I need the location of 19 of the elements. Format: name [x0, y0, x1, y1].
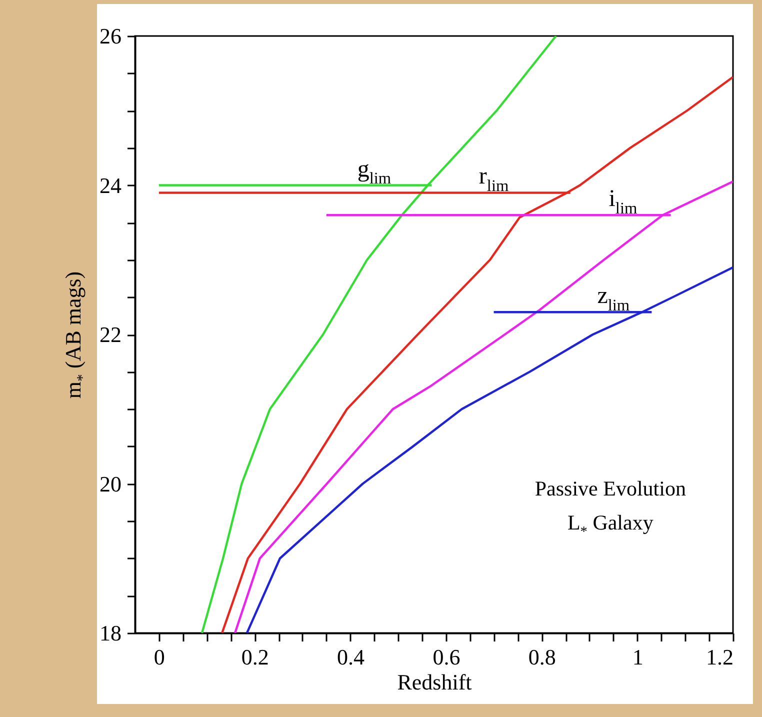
annotation: g$_{lim}$: [357, 156, 392, 188]
y-tick-label: 24: [100, 172, 122, 198]
x-axis-title: Redshift: [397, 670, 472, 694]
annotation: i$_{lim}$: [608, 186, 638, 218]
x-tick-label: 1: [632, 644, 644, 670]
y-tick-label: 22: [100, 322, 122, 347]
annotation: r$_{lim}$: [478, 164, 509, 195]
annotation: z$_{lim}$: [597, 283, 630, 314]
x-tick-label: 0.6: [432, 644, 460, 670]
x-tick-label: 0.8: [528, 644, 556, 670]
y-tick-label: 20: [100, 471, 122, 496]
y-tick-label: 18: [100, 620, 122, 646]
annotation: L$_{*}$ Galaxy: [567, 510, 654, 540]
y-tick-label: 26: [100, 24, 122, 48]
x-tick-label: 1.2: [706, 644, 734, 670]
x-tick-label: 0.2: [241, 644, 269, 670]
x-tick-label: 0.4: [337, 644, 365, 670]
annotation: Passive Evolution: [534, 476, 686, 501]
x-tick-label: 0: [154, 644, 165, 670]
